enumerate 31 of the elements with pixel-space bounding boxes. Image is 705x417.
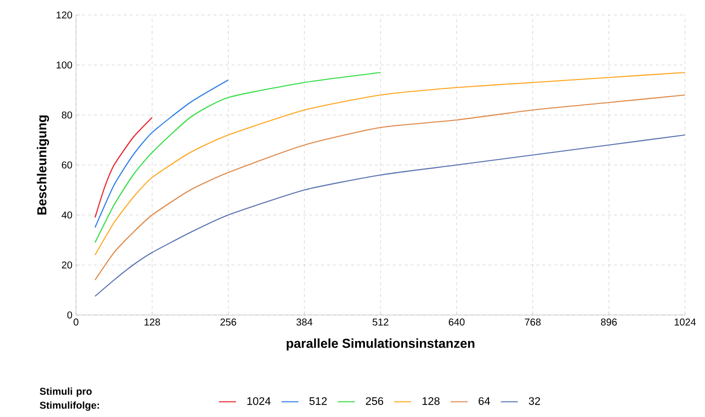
line-series [94, 134, 686, 297]
legend-label: 1024 [247, 397, 271, 405]
x-axis-title: parallele Simulationsinstanzen [286, 338, 474, 350]
x-tick-label: 128 [144, 318, 160, 326]
x-tick-label: 640 [448, 318, 465, 326]
legend-title: Stimuli pro Stimulifolge: [40, 388, 99, 411]
line-series [94, 116, 153, 218]
y-tick-label: 120 [56, 11, 72, 19]
line-series [94, 72, 686, 256]
y-tick-label: 100 [56, 61, 72, 69]
y-tick-label: 60 [62, 161, 72, 169]
x-tick-label: 1024 [674, 318, 696, 326]
legend-label: 256 [366, 397, 384, 405]
line-series [94, 94, 686, 281]
x-tick-label: 384 [296, 318, 312, 326]
x-tick-label: 512 [372, 318, 388, 326]
y-tick-label: 20 [62, 261, 72, 269]
y-tick-label: 40 [62, 211, 72, 219]
x-tick-label: 896 [601, 318, 617, 326]
legend-label: 64 [478, 397, 490, 405]
y-axis-title: Beschleunigung [36, 115, 50, 215]
line-series [94, 79, 229, 228]
x-tick-label: 256 [220, 318, 236, 326]
legend-label: 32 [528, 397, 540, 405]
x-tick-label: 0 [74, 318, 78, 326]
legend-label: 128 [422, 397, 440, 405]
y-tick-label: 0 [67, 311, 72, 319]
line-series [94, 72, 382, 244]
x-tick-label: 768 [524, 318, 541, 326]
legend-label: 512 [309, 397, 327, 405]
y-tick-label: 80 [62, 111, 72, 119]
